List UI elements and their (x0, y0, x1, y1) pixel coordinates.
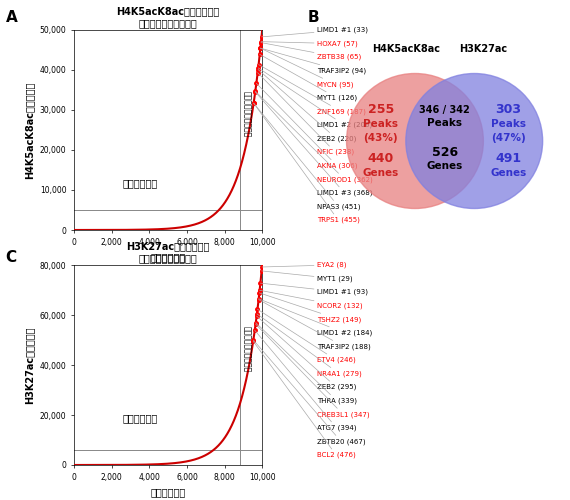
Text: ZEB2 (220): ZEB2 (220) (258, 70, 356, 142)
Text: NCOR2 (132): NCOR2 (132) (260, 290, 363, 309)
Title: H4K5acK8acを指標とする
スーパーエンハンサー: H4K5acK8acを指標とする スーパーエンハンサー (116, 6, 220, 28)
Text: Peaks: Peaks (427, 118, 462, 128)
Text: ZBTB20 (467): ZBTB20 (467) (253, 340, 365, 444)
Text: HOXA7 (57): HOXA7 (57) (261, 40, 357, 47)
Text: (43%): (43%) (364, 132, 398, 142)
Text: 255: 255 (368, 103, 394, 116)
Text: TRAF3IP2 (94): TRAF3IP2 (94) (260, 48, 366, 74)
Text: EYA2 (8): EYA2 (8) (262, 262, 346, 268)
Text: 346 / 342: 346 / 342 (419, 104, 470, 115)
Text: LIMD1 #2 (206): LIMD1 #2 (206) (258, 68, 372, 128)
Text: Peaks: Peaks (363, 119, 398, 129)
Text: TRPS1 (455): TRPS1 (455) (254, 103, 360, 223)
Text: TSHZ2 (149): TSHZ2 (149) (259, 293, 361, 322)
Text: MYCN (95): MYCN (95) (260, 48, 353, 88)
Text: スーパーエンハンサー: スーパーエンハンサー (242, 91, 251, 137)
X-axis label: エンハンサー: エンハンサー (150, 487, 186, 497)
Text: NFIC (238): NFIC (238) (258, 72, 354, 156)
Text: Genes: Genes (490, 168, 527, 177)
Text: エンハンサー: エンハンサー (123, 413, 157, 423)
Text: ATG7 (394): ATG7 (394) (255, 330, 356, 431)
Text: Genes: Genes (426, 161, 463, 171)
Circle shape (347, 74, 483, 208)
Text: C: C (6, 250, 17, 265)
Text: 526: 526 (431, 146, 458, 159)
Text: LIMD1 #2 (184): LIMD1 #2 (184) (259, 299, 372, 336)
Text: LIMD1 #1 (33): LIMD1 #1 (33) (262, 26, 368, 37)
Text: BCL2 (476): BCL2 (476) (253, 342, 356, 458)
Text: AKNA (306): AKNA (306) (256, 84, 357, 169)
Text: H3K27ac: H3K27ac (459, 44, 507, 54)
Text: ETV4 (246): ETV4 (246) (258, 310, 356, 363)
Text: TRAF3IP2 (188): TRAF3IP2 (188) (259, 300, 370, 350)
Text: スーパーエンハンサー: スーパーエンハンサー (242, 326, 251, 372)
Text: B: B (308, 10, 319, 25)
Text: エンハンサー: エンハンサー (123, 178, 157, 188)
Text: ZBTB38 (65): ZBTB38 (65) (261, 42, 361, 60)
Text: NPAS3 (451): NPAS3 (451) (254, 103, 360, 210)
Text: A: A (6, 10, 18, 25)
Text: LIMD1 #1 (93): LIMD1 #1 (93) (260, 283, 368, 296)
Text: THRA (339): THRA (339) (256, 322, 357, 404)
Text: 440: 440 (368, 152, 394, 166)
Text: MYT1 (29): MYT1 (29) (262, 271, 352, 282)
Text: ZNF169 (187): ZNF169 (187) (259, 64, 365, 114)
Text: MYT1 (126): MYT1 (126) (260, 54, 357, 101)
Text: NEUROD1 (362): NEUROD1 (362) (255, 91, 373, 182)
Text: ZEB2 (295): ZEB2 (295) (256, 316, 356, 390)
Text: CREB3L1 (347): CREB3L1 (347) (255, 324, 369, 418)
Text: Peaks: Peaks (491, 119, 526, 129)
Text: NR4A1 (279): NR4A1 (279) (257, 314, 361, 377)
Text: 491: 491 (495, 152, 522, 166)
Text: LIMD1 #3 (368): LIMD1 #3 (368) (255, 92, 372, 196)
Text: 303: 303 (495, 103, 522, 116)
Text: (47%): (47%) (491, 132, 526, 142)
Y-axis label: H4K5acK8acのシグナル: H4K5acK8acのシグナル (24, 82, 34, 178)
X-axis label: エンハンサー: エンハンサー (150, 252, 186, 262)
Title: H3K27acを指標とする
スーパーエンハンサー: H3K27acを指標とする スーパーエンハンサー (127, 241, 210, 263)
Circle shape (406, 74, 543, 208)
Y-axis label: H3K27acのシグナル: H3K27acのシグナル (24, 326, 34, 404)
Text: H4K5acK8ac: H4K5acK8ac (372, 44, 440, 54)
Text: Genes: Genes (363, 168, 399, 177)
